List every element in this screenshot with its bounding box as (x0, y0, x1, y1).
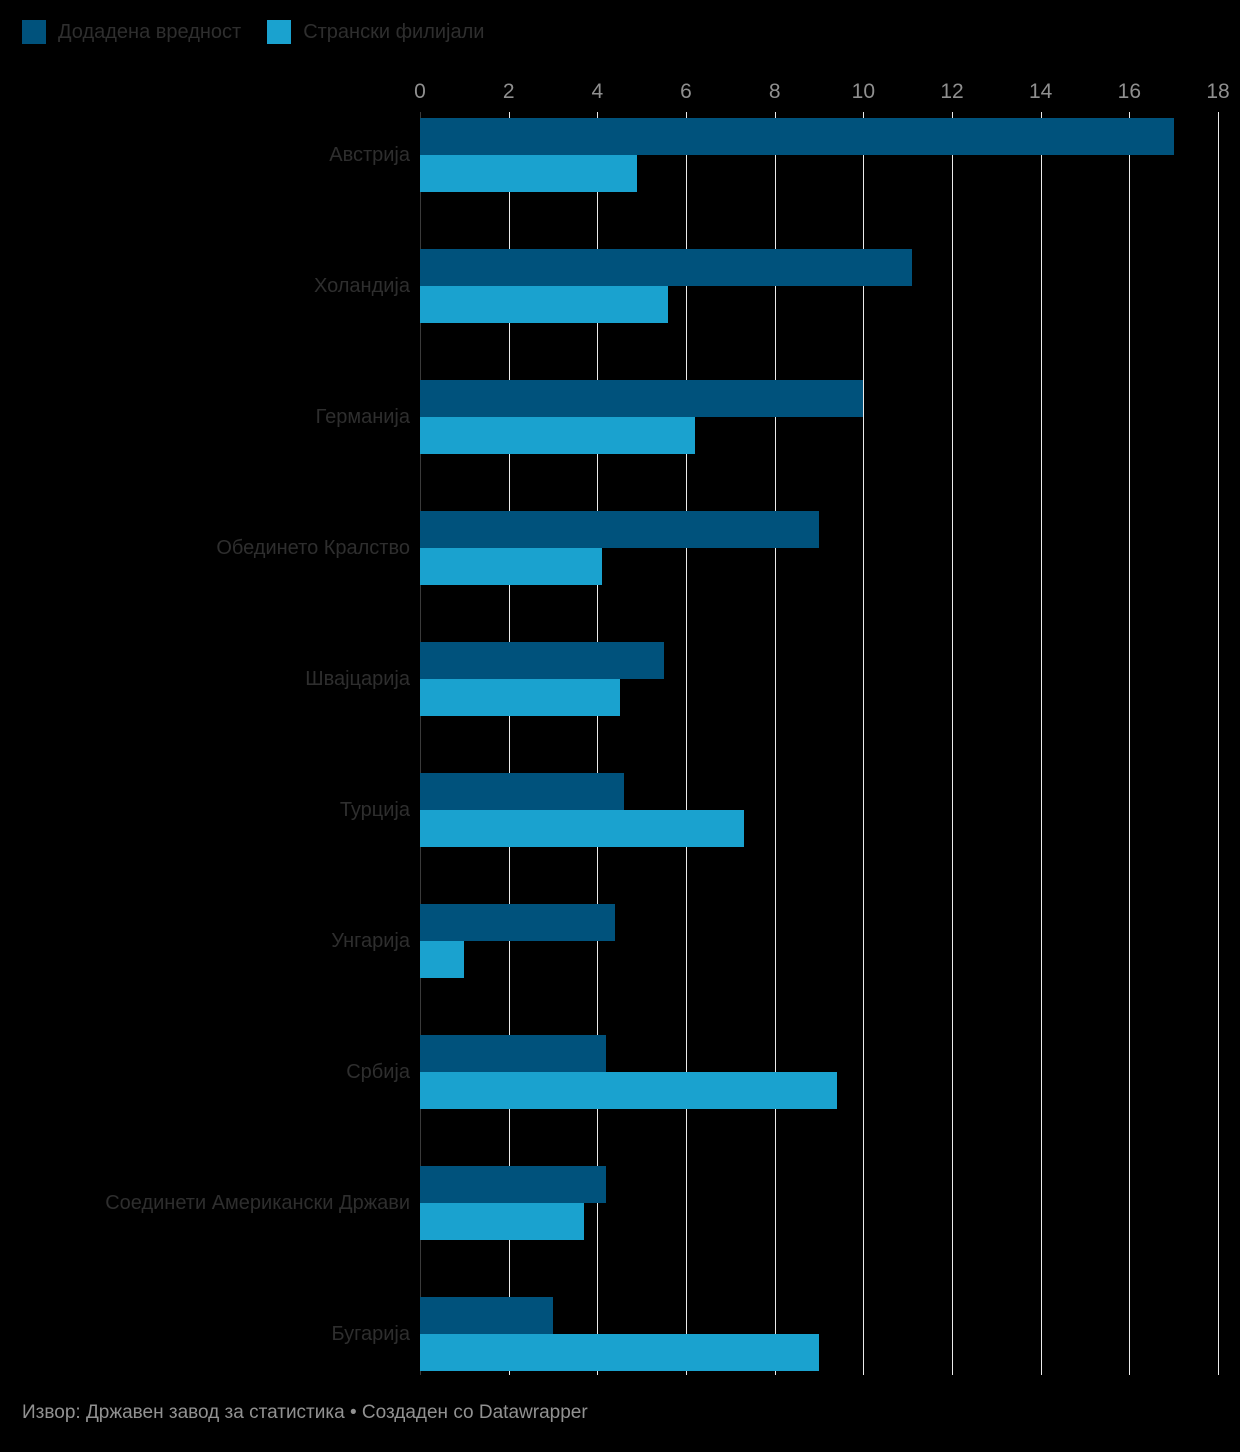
bar-added-value-7 (420, 1035, 607, 1072)
x-axis-tick-14: 14 (1028, 80, 1053, 103)
bar-added-value-4 (420, 642, 664, 679)
category-label-6: Унгарија (331, 930, 410, 952)
x-axis-tick-6: 6 (680, 80, 692, 103)
bar-foreign-affiliates-2 (420, 417, 695, 454)
x-axis: 0 2 4 6 8 10 12 14 16 18 (0, 80, 1240, 106)
bar-foreign-affiliates-7 (420, 1072, 837, 1109)
bar-added-value-1 (420, 249, 913, 286)
gridline-18 (1218, 112, 1219, 1375)
x-axis-tick-2: 2 (502, 80, 515, 103)
legend: Додадена вредност Странски филијали (22, 20, 484, 44)
category-label-0: Австрија (329, 144, 410, 166)
legend-label-added-value: Додадена вредност (58, 20, 242, 43)
x-axis-tick-4: 4 (591, 80, 604, 103)
x-axis-tick-0: 0 (414, 80, 426, 103)
legend-swatch-added-value (22, 20, 46, 44)
bar-foreign-affiliates-3 (420, 548, 602, 585)
legend-label-foreign-affiliates: Странски филијали (303, 20, 485, 43)
bar-foreign-affiliates-8 (420, 1203, 585, 1240)
bar-added-value-3 (420, 511, 819, 548)
category-label-7: Србија (346, 1061, 410, 1083)
bar-foreign-affiliates-0 (420, 155, 638, 192)
gridline-6 (686, 112, 687, 1375)
gridline-8 (774, 112, 776, 1375)
gridline-16 (1129, 112, 1131, 1375)
gridline-12 (952, 112, 953, 1375)
category-label-1: Холандија (313, 275, 410, 297)
category-label-4: Швајцарија (305, 668, 410, 690)
category-label-2: Германија (315, 406, 410, 428)
x-axis-tick-12: 12 (940, 80, 964, 103)
bar-foreign-affiliates-5 (420, 810, 744, 847)
category-label-9: Бугарија (331, 1323, 410, 1345)
category-label-3: Обединето Кралство (216, 537, 410, 559)
category-label-5: Турција (339, 799, 410, 821)
x-axis-tick-10: 10 (851, 80, 876, 103)
bar-added-value-2 (420, 380, 864, 417)
legend-swatch-foreign-affiliates (267, 20, 292, 44)
bar-foreign-affiliates-6 (420, 941, 465, 978)
x-axis-tick-8: 8 (768, 80, 781, 103)
category-label-8: Соединети Американски Држави (105, 1192, 410, 1214)
gridline-4 (597, 112, 599, 1375)
x-axis-tick-16: 16 (1117, 80, 1142, 103)
bar-added-value-6 (420, 904, 616, 941)
legend-item-added-value: Додадена вредност (22, 20, 241, 44)
axis-zero-line (420, 112, 421, 1375)
gridline-2 (508, 112, 510, 1375)
source-note: Извор: Државен завод за статистика • Соз… (22, 1402, 588, 1423)
gridline-10 (863, 112, 865, 1375)
bar-foreign-affiliates-9 (420, 1334, 819, 1371)
legend-item-foreign-affiliates: Странски филијали (267, 20, 484, 44)
plot-area (420, 112, 1219, 1375)
bar-added-value-9 (420, 1297, 553, 1334)
bar-added-value-5 (420, 773, 624, 810)
bar-foreign-affiliates-1 (420, 286, 669, 323)
bar-added-value-0 (420, 118, 1174, 155)
bar-added-value-8 (420, 1166, 607, 1203)
x-axis-tick-18: 18 (1206, 80, 1230, 103)
gridline-14 (1040, 112, 1042, 1375)
bar-foreign-affiliates-4 (420, 679, 620, 716)
